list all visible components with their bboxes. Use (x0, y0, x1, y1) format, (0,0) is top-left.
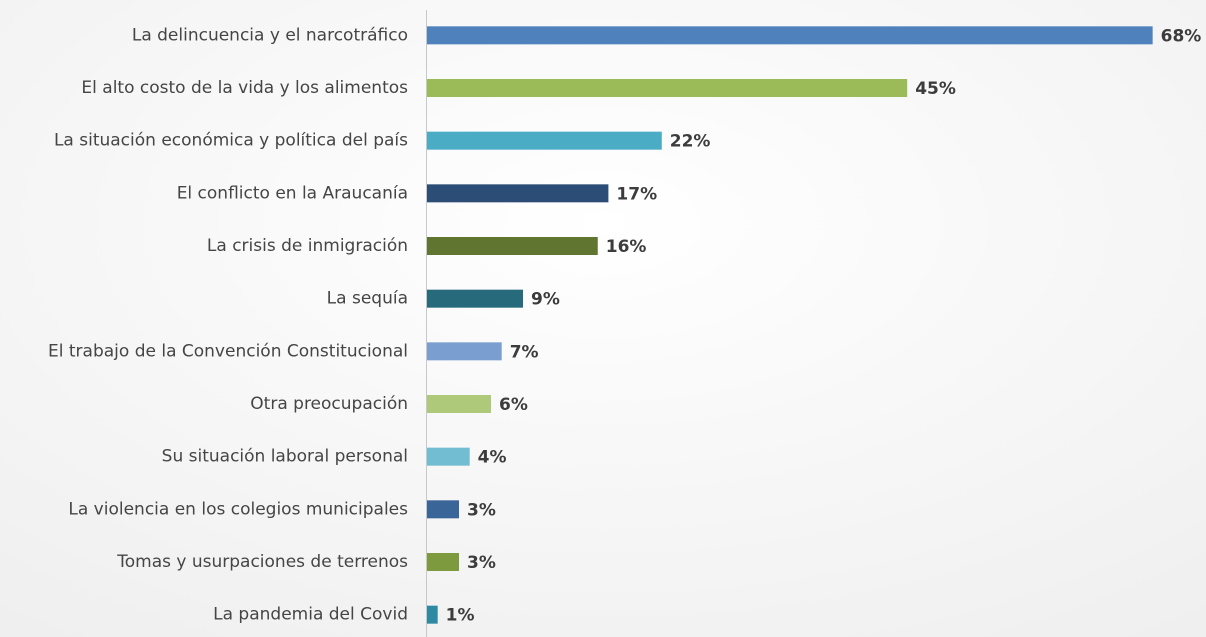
category-label: El alto costo de la vida y los alimentos (81, 78, 408, 98)
category-label: Otra preocupación (250, 394, 408, 414)
bar (427, 342, 502, 361)
bar (427, 395, 492, 413)
category-label: La pandemia del Covid (213, 605, 408, 625)
bar (427, 605, 438, 624)
category-label: La delincuencia y el narcotráfico (132, 25, 408, 45)
bar (427, 26, 1153, 45)
bar (427, 289, 524, 308)
value-label: 9% (531, 290, 560, 310)
category-label: La violencia en los colegios municipales (68, 499, 408, 519)
bar (427, 79, 908, 97)
bar (427, 447, 470, 466)
category-label: Su situación laboral personal (162, 447, 408, 467)
value-label: 45% (915, 79, 956, 99)
value-label: 3% (467, 553, 496, 573)
category-label: La situación económica y política del pa… (54, 131, 408, 151)
bar (427, 131, 662, 150)
value-label: 17% (616, 184, 657, 204)
bar (427, 237, 598, 255)
value-label: 7% (510, 342, 539, 362)
value-label: 4% (478, 448, 507, 468)
value-label: 22% (670, 132, 711, 152)
category-label: Tomas y usurpaciones de terrenos (116, 552, 408, 572)
value-label: 1% (446, 606, 475, 626)
value-label: 16% (606, 237, 647, 257)
bar (427, 500, 460, 519)
category-label: El trabajo de la Convención Constitucion… (48, 341, 408, 361)
category-label: El conflicto en la Araucanía (177, 183, 408, 203)
category-label: La sequía (327, 289, 408, 309)
value-label: 6% (499, 395, 528, 415)
value-label: 68% (1161, 26, 1202, 46)
value-label: 3% (467, 500, 496, 520)
category-label: La crisis de inmigración (207, 236, 408, 256)
bar (427, 184, 609, 203)
bar (427, 553, 460, 571)
